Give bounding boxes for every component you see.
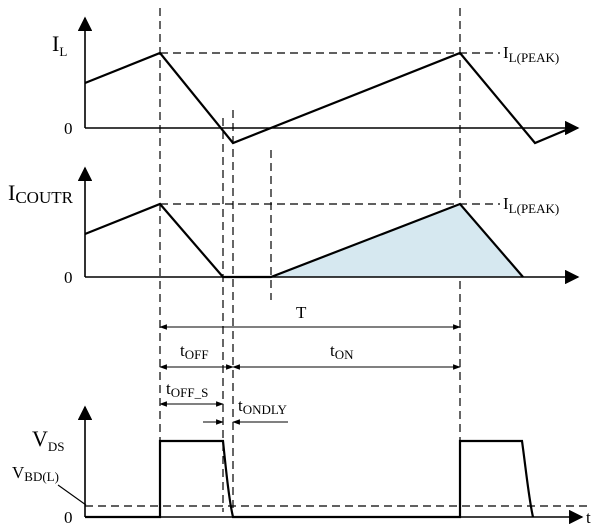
- vds-y-label-sub: DS: [48, 439, 65, 454]
- il-y-label-main: I: [52, 31, 59, 56]
- toffs-label-main: t: [166, 379, 171, 398]
- vds-y-label-main: V: [32, 426, 48, 451]
- vds-waveform: [85, 439, 535, 519]
- il-y-label: IL: [52, 31, 67, 59]
- vds-plot: VDS VBD(L) 0 t: [12, 405, 591, 527]
- icoutr-peak-label-main: I: [503, 194, 509, 213]
- vds-y-label: VDS: [32, 426, 65, 454]
- vds-zero-label: 0: [64, 508, 73, 527]
- time-axis-label: t: [586, 508, 591, 527]
- tondly-label-sub: ONDLY: [243, 402, 288, 417]
- vbd-label: VBD(L): [12, 463, 59, 484]
- toff-label: tOFF: [180, 341, 209, 362]
- tondly-label: tONDLY: [238, 396, 288, 417]
- ton-label-sub: ON: [335, 347, 354, 362]
- icoutr-plot: ICOUTR 0 IL(PEAK): [8, 166, 580, 287]
- icoutr-peak-label: IL(PEAK): [503, 194, 559, 216]
- vbd-label-sub: BD(L): [24, 469, 59, 484]
- icoutr-y-label: ICOUTR: [8, 180, 74, 207]
- icoutr-y-label-main: I: [8, 180, 15, 205]
- timing-annotations: T tOFF tON tOFF_S tONDLY: [159, 303, 461, 425]
- icoutr-peak-label-sub: L(PEAK): [509, 201, 560, 216]
- il-waveform: [84, 51, 567, 145]
- tondly-label-main: t: [238, 396, 243, 415]
- vbd-label-main: V: [12, 463, 25, 482]
- icoutr-waveform: [84, 202, 524, 279]
- toffs-label: tOFF_S: [166, 379, 208, 400]
- toff-label-main: t: [180, 341, 185, 360]
- il-peak-label-sub: L(PEAK): [509, 50, 560, 65]
- icoutr-y-label-sub: COUTR: [15, 188, 73, 207]
- il-peak-label-main: I: [503, 43, 509, 62]
- period-label: T: [296, 303, 307, 322]
- il-plot: IL 0 IL(PEAK): [52, 16, 580, 145]
- ton-label-main: t: [330, 341, 335, 360]
- ton-label: tON: [330, 341, 354, 362]
- toff-label-sub: OFF: [185, 347, 209, 362]
- icoutr-charge-area: [271, 204, 523, 277]
- vbd-leader-line: [57, 484, 87, 506]
- icoutr-zero-label: 0: [64, 268, 73, 287]
- il-zero-label: 0: [64, 119, 73, 138]
- toffs-label-sub: OFF_S: [171, 385, 209, 400]
- il-peak-label: IL(PEAK): [503, 43, 559, 65]
- il-y-label-sub: L: [59, 44, 67, 59]
